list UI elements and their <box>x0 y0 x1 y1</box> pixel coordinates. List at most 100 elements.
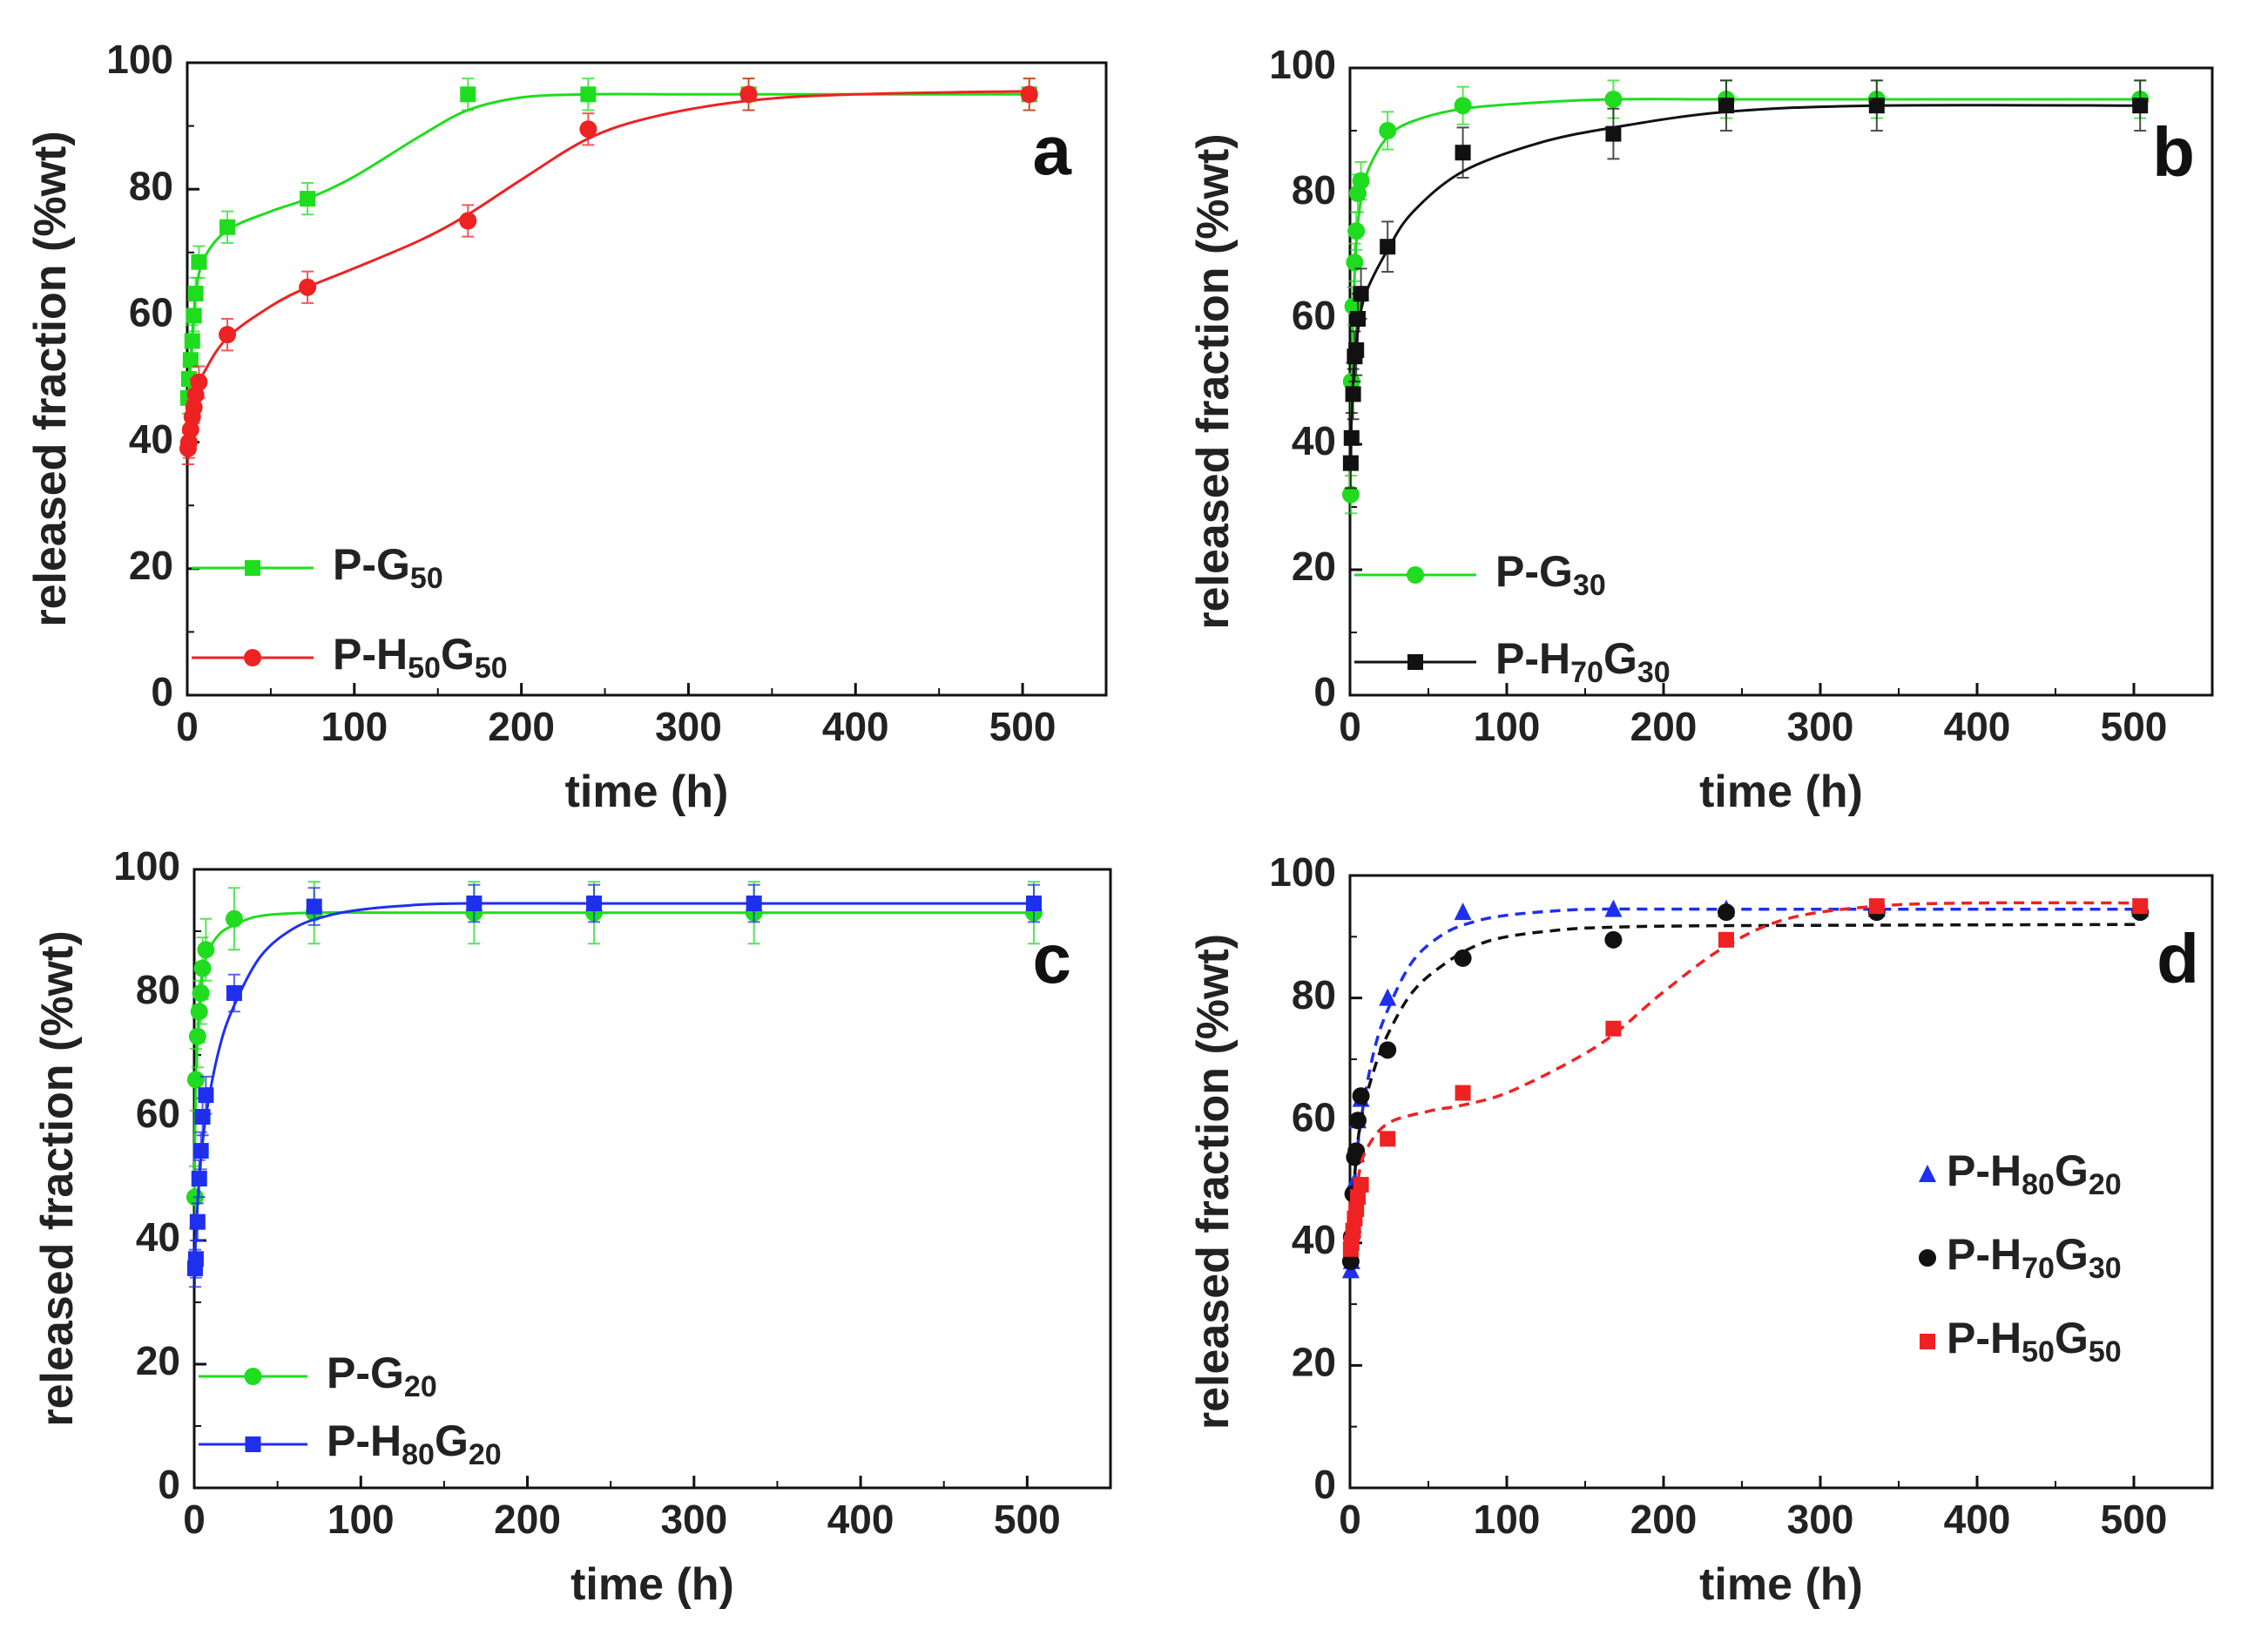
x-tick-label: 200 <box>488 704 555 749</box>
x-axis-label: time (h) <box>570 1559 734 1610</box>
legend-label: P-G30 <box>1495 547 1606 602</box>
x-tick-label: 100 <box>327 1497 395 1542</box>
data-point <box>1347 1142 1366 1160</box>
data-point <box>1454 97 1472 115</box>
data-point <box>197 941 215 959</box>
data-point <box>187 285 204 301</box>
y-tick-label: 60 <box>129 290 173 335</box>
fit-curve <box>192 910 1034 1198</box>
legend-marker <box>245 1436 261 1452</box>
y-tick-label: 80 <box>1292 167 1336 213</box>
panel-d: 0 100 200 300 400 500 0 20 40 60 80 100 time (h) rele… <box>1188 849 2214 1610</box>
data-point <box>1343 429 1360 446</box>
legend: P-H80G20 P-H70G30 P-H50G50 <box>1919 1146 2122 1369</box>
x-tick-label: 300 <box>660 1497 727 1542</box>
x-tick-label: 500 <box>994 1497 1061 1542</box>
x-tick-label: 0 <box>1339 1497 1361 1542</box>
data-point <box>219 219 236 235</box>
x-tick-label: 500 <box>2101 704 2168 749</box>
x-axis-label: time (h) <box>1699 767 1863 817</box>
x-tick-label: 100 <box>1474 704 1541 749</box>
fit-curve <box>192 902 1034 1269</box>
y-tick-label: 40 <box>1292 418 1336 463</box>
series-P-H70G30 <box>1342 79 2149 490</box>
data-point <box>459 212 477 230</box>
legend-label: P-H50G50 <box>1947 1314 2122 1369</box>
data-point <box>1020 85 1038 104</box>
y-axis-label: released fraction (%wt) <box>1188 934 1239 1430</box>
legend-label: P-G20 <box>327 1348 437 1403</box>
data-point <box>186 308 202 324</box>
y-tick-label: 20 <box>129 543 173 588</box>
data-point <box>1455 145 1471 161</box>
fit-curve <box>1348 901 2141 1250</box>
y-axis-label: released fraction (%wt) <box>25 131 76 626</box>
legend-marker <box>1919 1249 1936 1267</box>
data-point <box>1353 286 1369 302</box>
x-axis-label: time (h) <box>1699 1559 1863 1610</box>
data-point <box>1455 1085 1471 1101</box>
data-point <box>1341 485 1360 504</box>
data-point <box>1348 342 1365 358</box>
legend-label: P-H70G30 <box>1495 634 1671 689</box>
legend-label: P-H80G20 <box>1947 1146 2122 1201</box>
y-tick-label: 80 <box>129 163 173 208</box>
data-point <box>1454 949 1472 967</box>
y-tick-label: 40 <box>136 1214 180 1260</box>
panel-c: 0 100 200 300 400 500 0 20 40 60 80 100 time (h) rele… <box>32 843 1112 1610</box>
legend-marker <box>1920 1334 1935 1349</box>
fit-curve <box>186 92 1029 443</box>
data-point <box>306 898 322 915</box>
data-point <box>1454 902 1472 921</box>
data-point <box>191 253 207 270</box>
data-point <box>192 984 210 1002</box>
data-point <box>299 278 317 296</box>
x-tick-label: 400 <box>1944 1497 2011 1542</box>
data-point <box>739 85 758 104</box>
data-point <box>1349 1112 1367 1130</box>
data-point <box>198 1087 214 1104</box>
data-point <box>190 373 208 391</box>
data-point <box>1341 1252 1360 1270</box>
legend-label: P-G50 <box>333 540 443 595</box>
data-point <box>1604 899 1623 917</box>
data-point <box>1347 222 1366 240</box>
x-tick-label: 200 <box>1630 1497 1698 1542</box>
data-point <box>179 433 198 451</box>
data-point <box>1718 98 1734 114</box>
legend-label: P-H80G20 <box>327 1416 502 1471</box>
y-axis-label: released fraction (%wt) <box>32 930 83 1426</box>
data-point <box>1345 386 1361 402</box>
x-tick-label: 500 <box>989 704 1056 749</box>
y-tick-label: 60 <box>136 1091 180 1136</box>
data-point <box>1352 1087 1370 1105</box>
legend: P-G50 P-H50G50 <box>192 540 508 685</box>
legend-marker <box>245 560 260 576</box>
data-point <box>1346 253 1364 272</box>
data-point <box>184 333 200 349</box>
y-tick-label: 60 <box>1292 1094 1336 1139</box>
x-tick-label: 300 <box>1787 704 1854 749</box>
legend-label: P-H50G50 <box>333 630 508 685</box>
data-point <box>1868 898 1885 915</box>
y-tick-label: 40 <box>1292 1217 1336 1262</box>
data-point <box>181 421 199 439</box>
x-tick-label: 200 <box>1630 704 1698 749</box>
data-point <box>1379 122 1397 139</box>
panel-letter: a <box>1033 112 1072 189</box>
x-tick-label: 100 <box>321 704 388 749</box>
x-tick-label: 400 <box>1944 704 2011 749</box>
data-point <box>1604 930 1623 949</box>
x-tick-label: 300 <box>1787 1497 1854 1542</box>
y-tick-label: 40 <box>129 416 173 462</box>
data-point <box>1379 1041 1397 1059</box>
data-point <box>746 896 762 912</box>
data-point <box>1380 239 1396 255</box>
data-point <box>219 326 237 344</box>
data-point <box>1352 172 1370 190</box>
legend-marker <box>1407 566 1424 584</box>
x-axis-label: time (h) <box>565 767 729 817</box>
data-point <box>192 1143 209 1159</box>
data-point <box>586 896 603 912</box>
legend-label: P-H70G30 <box>1947 1230 2122 1285</box>
